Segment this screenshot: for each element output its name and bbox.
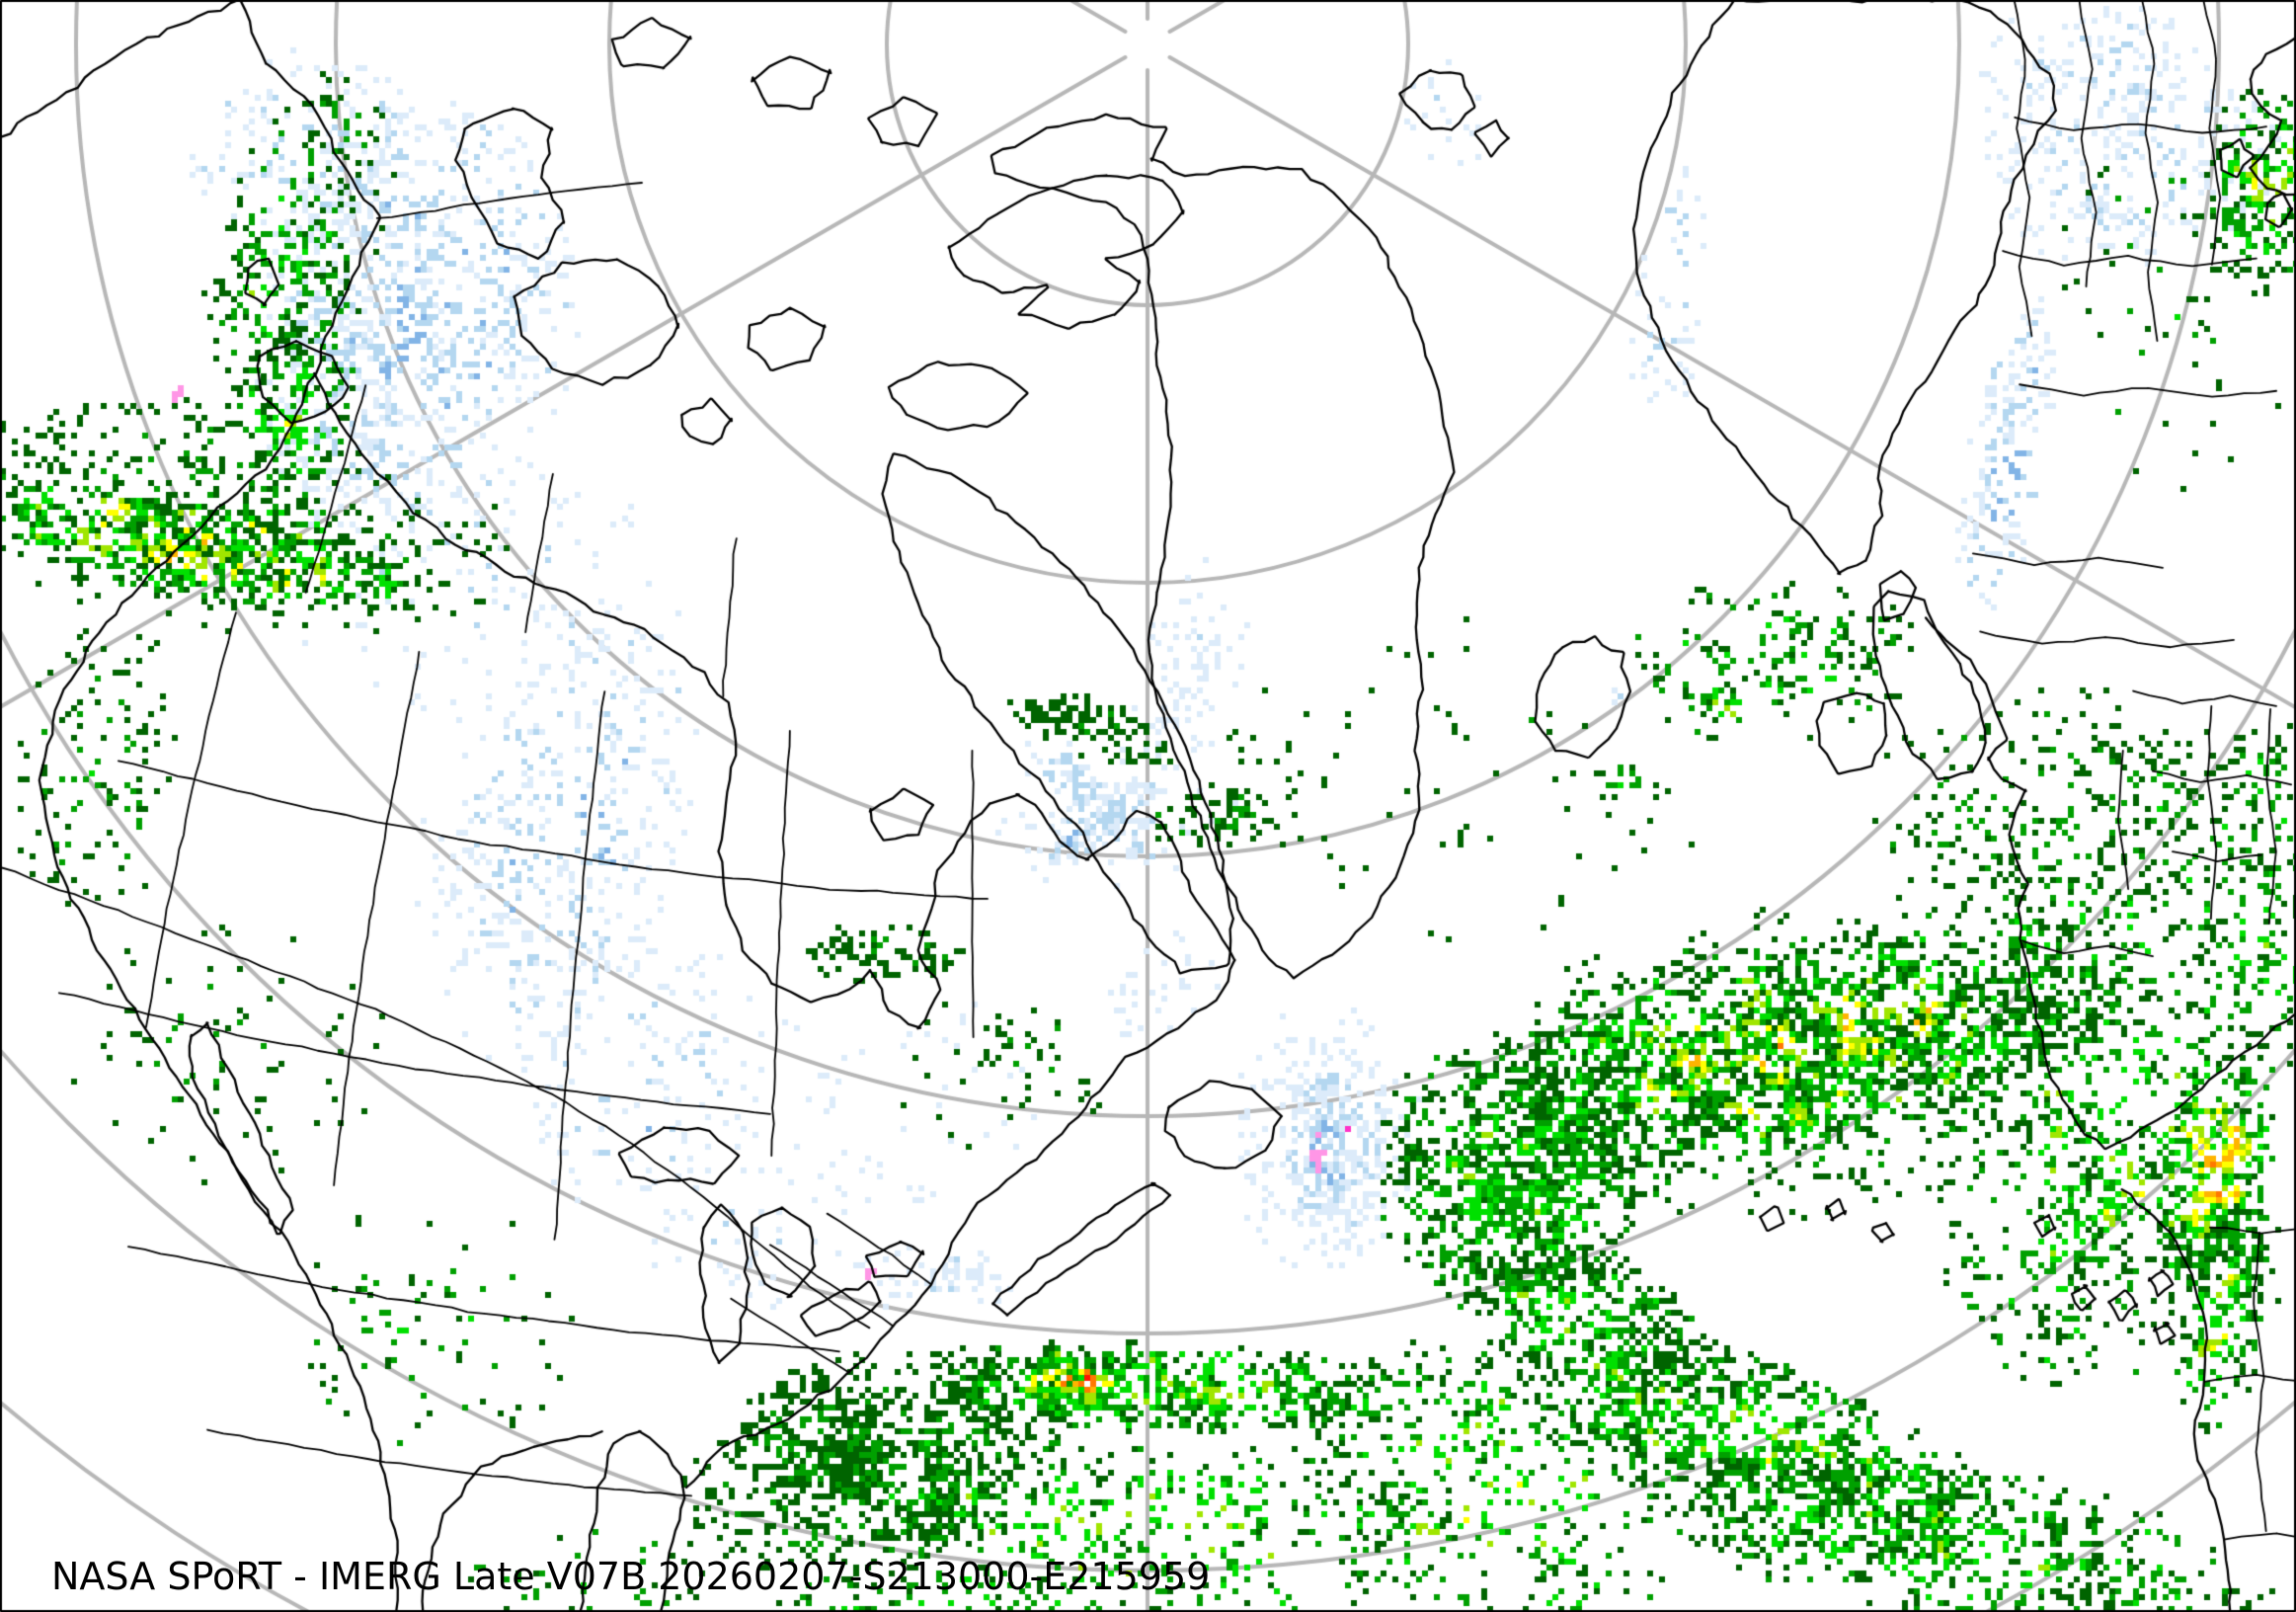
map-caption: NASA SPoRT - IMERG Late V07B 20260207-S2… bbox=[51, 1555, 1211, 1598]
